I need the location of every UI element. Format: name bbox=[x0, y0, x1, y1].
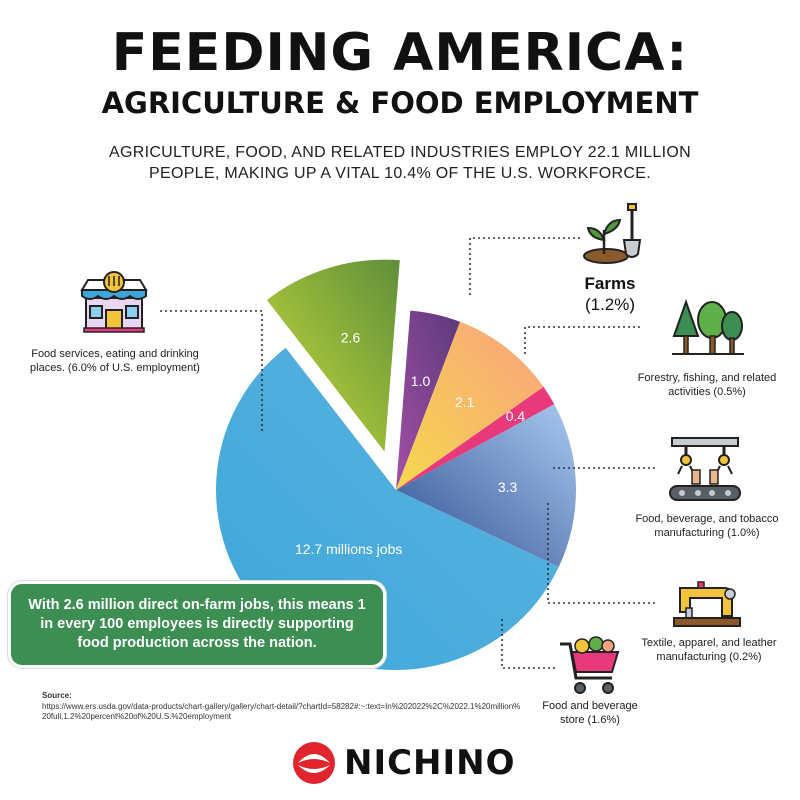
label-farms-pct: (1.2%) bbox=[584, 295, 636, 314]
nichino-logo-icon bbox=[293, 742, 335, 784]
label-food-services: Food services, eating and drinking place… bbox=[30, 348, 200, 374]
label-farms: Farms (1.2%) bbox=[555, 273, 665, 315]
pie-slice-food-bev-store bbox=[396, 404, 577, 567]
callout-box: With 2.6 million direct on-farm jobs, th… bbox=[8, 581, 386, 668]
source-citation: Source: https://www.ers.usda.gov/data-pr… bbox=[42, 691, 522, 723]
data-label-food-services: 12.7 millions jobs bbox=[295, 541, 402, 557]
source-url[interactable]: https://www.ers.usda.gov/data-products/c… bbox=[42, 701, 521, 722]
shopping-cart-icon bbox=[560, 636, 620, 694]
intro-text: AGRICULTURE, FOOD, AND RELATED INDUSTRIE… bbox=[109, 144, 691, 182]
trees-icon bbox=[672, 298, 744, 355]
seedling-shovel-icon bbox=[583, 203, 642, 264]
pie-slice-food-bev-mfg bbox=[396, 321, 544, 490]
label-textile: Textile, apparel, and leather manufactur… bbox=[641, 637, 777, 663]
data-label-food-bev-mfg: 2.1 bbox=[455, 394, 475, 410]
data-label-food-bev-store: 3.3 bbox=[498, 479, 518, 495]
label-farms-name: Farms bbox=[584, 274, 636, 293]
leader-line-food-services bbox=[160, 310, 263, 434]
label-food-bev-store: Food and beverage store (1.6%) bbox=[542, 700, 638, 726]
leader-line-farms bbox=[469, 237, 580, 298]
label-forestry: Forestry, fishing, and related activitie… bbox=[637, 372, 777, 398]
page-subtitle: AGRICULTURE & FOOD EMPLOYMENT bbox=[101, 86, 699, 120]
data-label-farms: 2.6 bbox=[341, 330, 361, 346]
leader-lines bbox=[160, 237, 655, 669]
sewing-machine-icon bbox=[673, 581, 741, 627]
label-food-bev-mfg: Food, beverage, and tobacco manufacturin… bbox=[635, 513, 779, 539]
leader-line-forestry bbox=[524, 326, 640, 355]
callout-text: With 2.6 million direct on-farm jobs, th… bbox=[28, 597, 366, 651]
pie-slice-forestry bbox=[396, 310, 461, 490]
leader-line-textile bbox=[547, 500, 655, 604]
leader-line-store bbox=[501, 618, 555, 669]
logo-text: NICHINO bbox=[344, 743, 516, 783]
brand-logo: NICHINO bbox=[292, 740, 516, 786]
source-heading: Source: bbox=[42, 691, 72, 700]
pie-slice-farms bbox=[266, 259, 400, 452]
storefront-icon bbox=[80, 271, 148, 333]
pie-slice-textile bbox=[396, 386, 555, 490]
data-label-forestry: 1.0 bbox=[411, 373, 431, 389]
factory-robot-arm-icon bbox=[669, 437, 741, 501]
page-title: FEEDING AMERICA: bbox=[111, 23, 689, 83]
data-label-textile: 0.4 bbox=[506, 408, 526, 424]
